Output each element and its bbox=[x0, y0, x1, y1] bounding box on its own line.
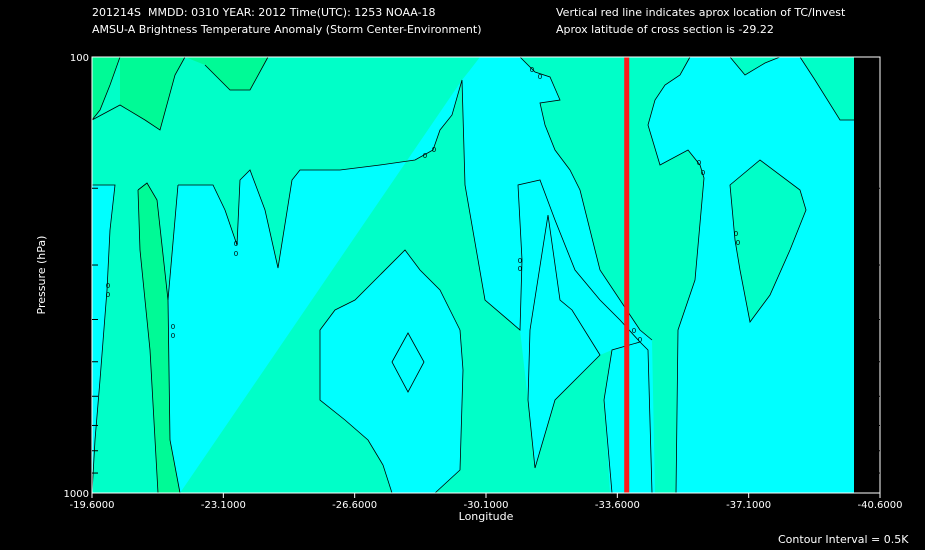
y-axis-title: Pressure (hPa) bbox=[35, 236, 48, 315]
x-tick-label: -40.6000 bbox=[858, 500, 903, 511]
contour-label: 0 bbox=[538, 73, 542, 81]
y-tick-label: 100 bbox=[70, 53, 89, 64]
contour-line bbox=[391, 332, 425, 393]
x-axis-title: Longitude bbox=[459, 510, 514, 523]
anomaly-region-1 bbox=[120, 57, 268, 130]
latitude-note: Aprox latitude of cross section is -29.2… bbox=[556, 23, 774, 36]
anomaly-region-1 bbox=[92, 57, 120, 120]
contour-interval-note: Contour Interval = 0.5K bbox=[778, 533, 909, 546]
contour-label: 0 bbox=[171, 323, 175, 331]
y-tick-label: 1000 bbox=[64, 489, 89, 500]
contour-label: 0 bbox=[530, 66, 534, 74]
header-line-2: AMSU-A Brightness Temperature Anomaly (S… bbox=[92, 23, 482, 36]
contour-line bbox=[91, 56, 186, 131]
x-tick-label: -33.6000 bbox=[595, 500, 640, 511]
contour-line bbox=[178, 79, 653, 494]
contour-label: 0 bbox=[106, 282, 110, 290]
contour-label: 0 bbox=[638, 336, 642, 344]
tc-line-note: Vertical red line indicates aprox locati… bbox=[556, 6, 846, 19]
contour-field bbox=[91, 56, 854, 494]
contour-line bbox=[204, 56, 269, 91]
contour-label: 0 bbox=[234, 240, 238, 248]
anomaly-region-0-5 bbox=[730, 160, 806, 322]
y-axis: 100 1000 bbox=[64, 53, 880, 500]
contour-label: 0 bbox=[432, 146, 436, 154]
contour-line bbox=[647, 56, 705, 494]
x-tick-label: -30.1000 bbox=[464, 500, 509, 511]
x-axis: -19.6000 -23.1000 -26.6000 -30.1000 -33.6000… bbox=[70, 493, 903, 511]
contour-line bbox=[167, 184, 179, 301]
x-tick-label: -26.6000 bbox=[332, 500, 377, 511]
contour-label: 0 bbox=[632, 327, 636, 335]
contour-line bbox=[319, 249, 461, 494]
contour-line bbox=[137, 182, 181, 494]
contour-label: 0 bbox=[234, 250, 238, 258]
contour-line bbox=[799, 56, 854, 121]
contour-label: 0 bbox=[171, 332, 175, 340]
contour-label: 0 bbox=[697, 159, 701, 167]
x-tick-label: -37.1000 bbox=[726, 500, 771, 511]
contour-line bbox=[729, 159, 807, 323]
contour-line bbox=[91, 184, 116, 494]
x-tick-label: -23.1000 bbox=[201, 500, 246, 511]
contour-line bbox=[434, 329, 464, 494]
contour-line bbox=[729, 56, 781, 76]
contour-label: 0 bbox=[106, 291, 110, 299]
contour-label: 0 bbox=[734, 230, 738, 238]
header-line-1: 201214S MMDD: 0310 YEAR: 2012 Time(UTC):… bbox=[92, 6, 436, 19]
x-tick-label: -19.6000 bbox=[70, 500, 115, 511]
contour-line bbox=[527, 214, 601, 469]
contour-line bbox=[519, 56, 653, 341]
contour-label: 0 bbox=[518, 265, 522, 273]
contour-label: 0 bbox=[518, 257, 522, 265]
contour-line bbox=[91, 56, 121, 121]
anomaly-region-0-5 bbox=[92, 57, 854, 493]
contour-label: 0 bbox=[423, 152, 427, 160]
anomaly-region-0 bbox=[168, 80, 652, 493]
contour-line bbox=[137, 189, 159, 494]
anomaly-region-0 bbox=[92, 185, 115, 493]
contour-label: 0 bbox=[736, 239, 740, 247]
contour-label: 0 bbox=[701, 169, 705, 177]
